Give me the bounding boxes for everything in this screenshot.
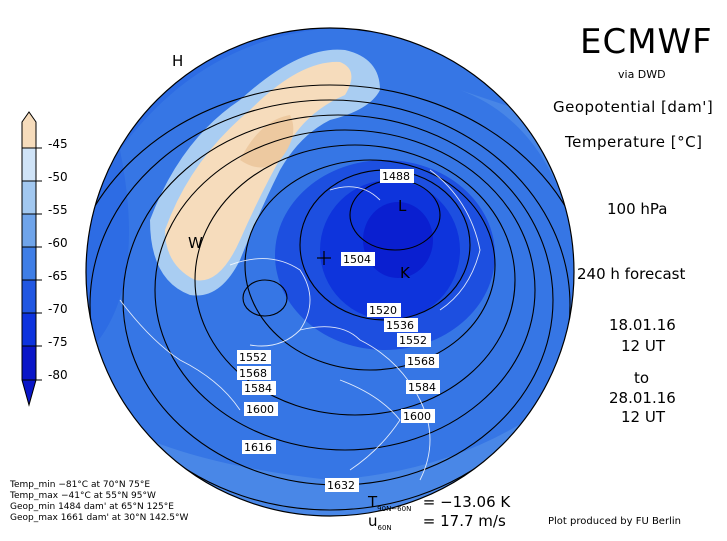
temp-max: Temp_max −41°C at 55°N 95°W [10,491,156,501]
colorbar [21,111,42,407]
colorbar-segment [22,112,36,148]
svg-text:1552: 1552 [399,334,427,347]
t-value: = −13.06 K [422,493,511,511]
low-mark: L [398,197,407,215]
svg-text:1536: 1536 [386,319,414,332]
svg-text:1568: 1568 [239,367,267,380]
brand-title: ECMWF [580,22,713,62]
t-subscript: 90N−60N [377,505,412,513]
contour-label: 1600 [401,409,435,423]
pressure-level: 100 hPa [607,200,668,218]
temperature-field [86,28,574,516]
valid-time: 12 UT [621,408,665,426]
pole-cross [317,251,331,265]
geop-max: Geop_max 1661 dam' at 30°N 142.5°W [10,513,189,523]
u-symbol: u [368,512,378,530]
colorbar-label: -75 [48,335,68,349]
colorbar-label: -70 [48,302,68,316]
map-border [85,27,575,517]
pressure-marks: H L W K [172,52,411,282]
cold-mark: K [400,264,411,282]
colorbar-segment [22,247,36,280]
contour-label: 1536 [384,318,418,332]
contour-labels: 1488 1504 1520 1536 1552 1552 1568 1568 … [237,169,440,492]
colorbar-label: -65 [48,269,68,283]
warm-mark: W [188,234,203,252]
colorbar-segment [22,280,36,313]
colorbar-segment [22,313,36,346]
colorbar-label: -55 [48,203,68,217]
svg-text:1568: 1568 [407,355,435,368]
contour-label: 1568 [405,354,439,368]
colorbar-label: -60 [48,236,68,250]
t-symbol: T [368,493,378,511]
coastlines [119,169,481,481]
svg-text:1632: 1632 [327,479,355,492]
svg-text:1616: 1616 [244,441,272,454]
contour-label: 1584 [406,380,440,394]
contour-label: 1552 [237,350,271,364]
svg-text:1488: 1488 [382,170,410,183]
mean-wind: u60N = 17.7 m/s [368,512,506,532]
u-value: = 17.7 m/s [422,512,506,530]
u-subscript: 60N [377,524,392,532]
contour-label: 1600 [244,402,278,416]
contour-label: 1552 [397,333,431,347]
init-time: 12 UT [621,337,665,355]
contour-label: 1504 [341,252,375,266]
contour-label: 1632 [325,478,359,492]
high-mark: H [172,52,183,70]
extrema-stats: Temp_min −81°C at 70°N 75°E Temp_max −41… [10,480,188,524]
source-label: via DWD [618,68,666,81]
field-geopotential: Geopotential [dam'] [553,98,714,116]
colorbar-label: -45 [48,137,68,151]
forecast-hour: 240 h forecast [577,265,686,283]
credit-label: Plot produced by FU Berlin [548,516,681,527]
contour-label: 1584 [242,381,276,395]
svg-text:1600: 1600 [403,410,431,423]
svg-text:1504: 1504 [343,253,371,266]
geop-min: Geop_min 1484 dam' at 65°N 125°E [10,502,174,512]
colorbar-segment [22,181,36,214]
to-label: to [634,369,650,387]
init-date: 18.01.16 [609,316,676,334]
contour-label: 1488 [380,169,414,183]
svg-text:1600: 1600 [246,403,274,416]
svg-text:1552: 1552 [239,351,267,364]
temp-min: Temp_min −81°C at 70°N 75°E [10,480,151,490]
svg-text:1584: 1584 [244,382,272,395]
field-temperature: Temperature [°C] [565,133,703,151]
contour-label: 1568 [237,366,271,380]
colorbar-segment [22,148,36,181]
svg-text:1584: 1584 [408,381,436,394]
contour-label: 1616 [242,440,276,454]
contour-label: 1520 [367,303,401,317]
colorbar-label: -50 [48,170,68,184]
mean-temperature: T90N−60N = −13.06 K [368,493,510,513]
colorbar-segment [22,214,36,247]
valid-date: 28.01.16 [609,389,676,407]
colorbar-segment [22,346,36,405]
svg-text:1520: 1520 [369,304,397,317]
colorbar-label: -80 [48,368,68,382]
